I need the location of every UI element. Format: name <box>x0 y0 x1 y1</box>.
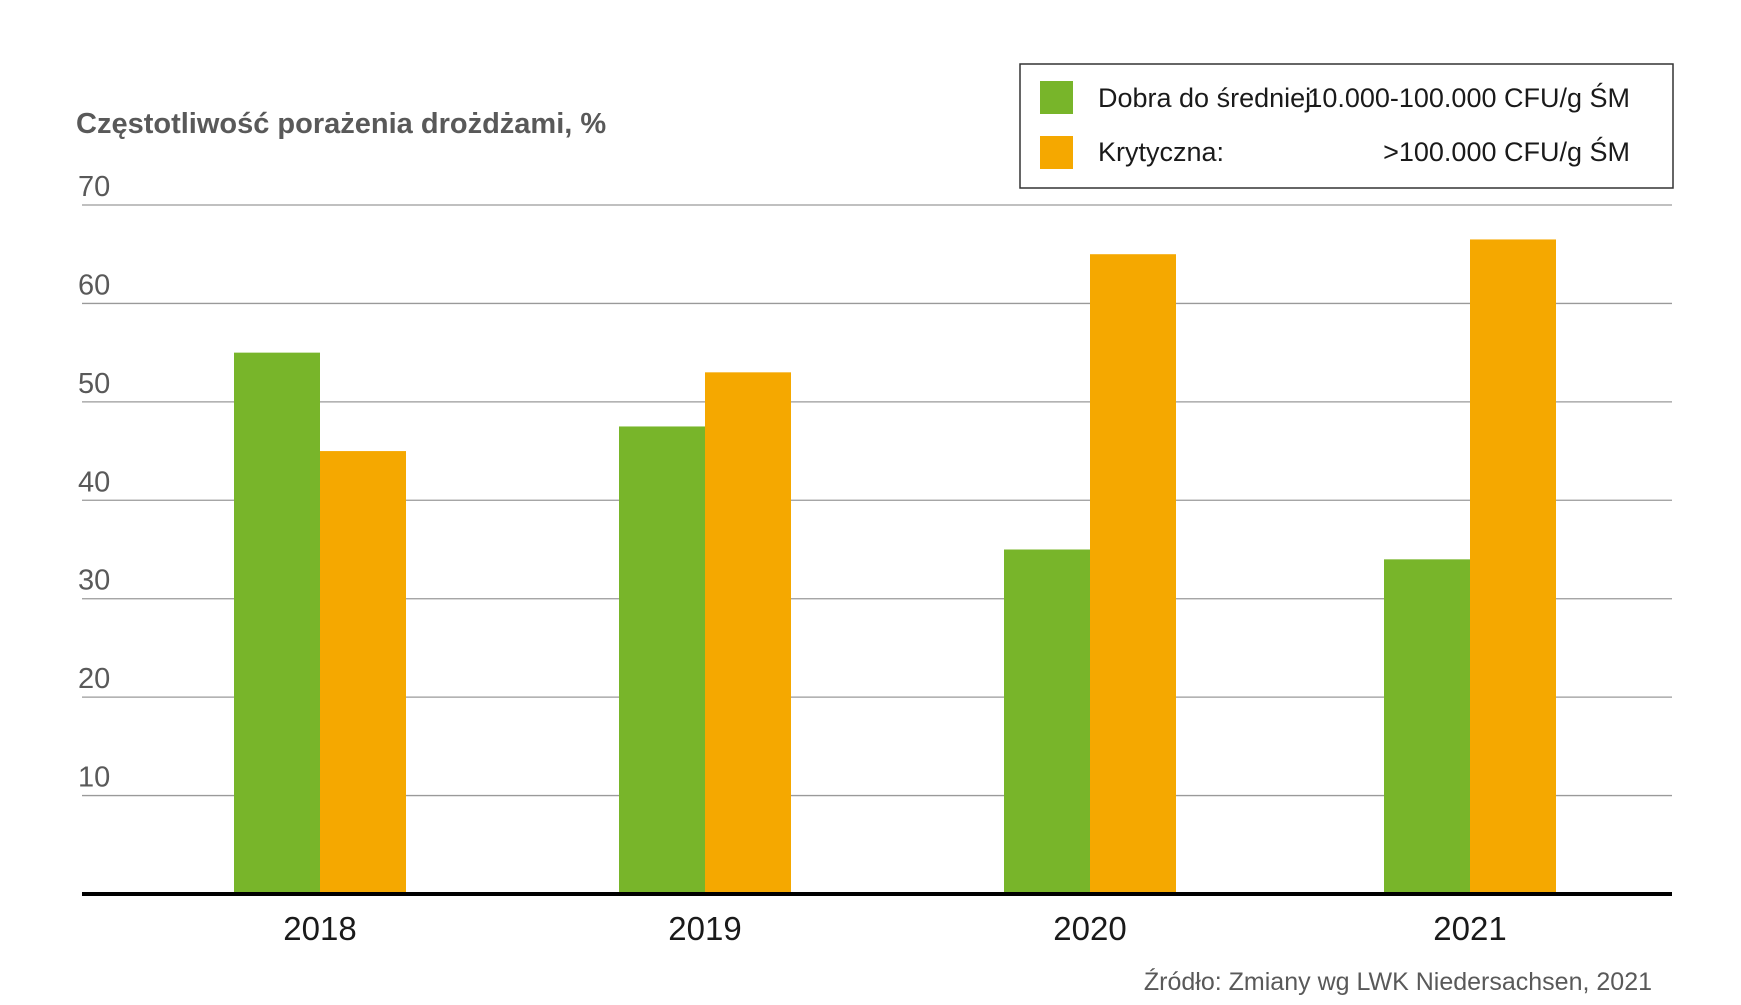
x-tick-label-2018: 2018 <box>283 910 356 947</box>
bar-good-2020 <box>1004 549 1090 894</box>
legend-swatch-green <box>1040 81 1073 114</box>
y-tick-label: 60 <box>78 269 110 301</box>
legend-label-critical: Krytyczna: <box>1098 137 1224 167</box>
legend: Dobra do średniej: 10.000-100.000 CFU/g … <box>1019 63 1674 189</box>
legend-range-critical: >100.000 CFU/g ŚM <box>1383 135 1630 167</box>
bars <box>234 239 1556 895</box>
y-tick-label: 50 <box>78 368 110 400</box>
y-tick-label: 70 <box>78 171 110 203</box>
bar-critical-2021 <box>1470 239 1556 894</box>
y-tick-label: 10 <box>78 762 110 794</box>
bar-good-2021 <box>1384 559 1470 894</box>
bar-critical-2018 <box>320 451 406 894</box>
x-tick-label-2019: 2019 <box>668 910 741 947</box>
chart-title: Częstotliwość porażenia drożdżami, % <box>76 108 606 140</box>
source-note: Źródło: Zmiany wg LWK Niedersachsen, 202… <box>1144 967 1652 996</box>
bar-good-2019 <box>619 426 705 894</box>
legend-box <box>1019 63 1674 189</box>
y-tick-label: 40 <box>78 466 110 498</box>
y-tick-label: 20 <box>78 663 110 695</box>
x-tick-label-2021: 2021 <box>1433 910 1506 947</box>
bar-good-2018 <box>234 352 320 895</box>
x-axis-tick-labels: 2018 2019 2020 2021 <box>283 910 1506 947</box>
legend-label-good: Dobra do średniej: <box>1098 83 1319 113</box>
bar-critical-2019 <box>705 372 791 894</box>
legend-range-good: 10.000-100.000 CFU/g ŚM <box>1307 81 1630 113</box>
legend-swatch-orange <box>1040 136 1073 169</box>
x-tick-label-2020: 2020 <box>1053 910 1126 947</box>
y-axis-tick-labels: 10 20 30 40 50 60 70 <box>78 171 110 794</box>
y-tick-label: 30 <box>78 565 110 597</box>
bar-critical-2020 <box>1090 254 1176 894</box>
